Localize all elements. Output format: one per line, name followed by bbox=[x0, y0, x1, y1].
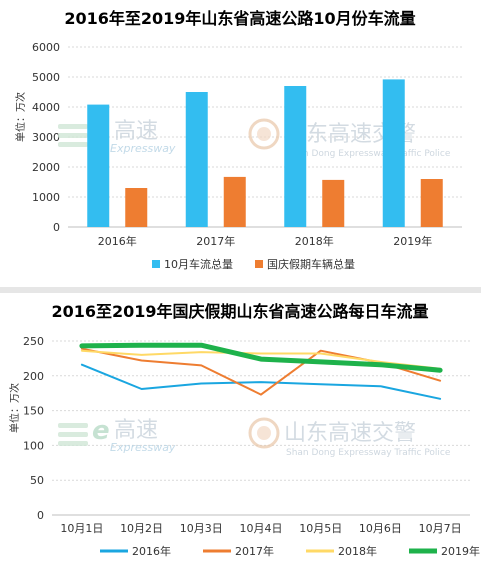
watermark-right-en: Shan Dong Expressway Traffic Police bbox=[286, 149, 451, 159]
chart-title: 2016至2019年国庆假期山东省高速公路每日车流量 bbox=[51, 302, 428, 321]
watermark-stripe-icon bbox=[58, 124, 88, 129]
bar-holiday-total bbox=[322, 179, 345, 227]
y-tick-label: 0 bbox=[37, 509, 44, 522]
watermark-left-en: Expressway bbox=[110, 441, 176, 454]
legend-label: 国庆假期车辆总量 bbox=[267, 257, 355, 271]
y-axis-unit-label: 单位：万次 bbox=[14, 92, 27, 142]
x-tick-label: 10月3日 bbox=[180, 522, 223, 535]
legend-label: 10月车流总量 bbox=[164, 257, 233, 271]
series-line-2019年 bbox=[79, 342, 443, 373]
y-tick-label: 4000 bbox=[32, 101, 60, 114]
legend: 10月车流总量 国庆假期车辆总量 bbox=[152, 257, 355, 271]
bar-chart-panel: 2016年至2019年山东省高速公路10月份车流量单位：万次 0 1000 2000 3… bbox=[0, 0, 481, 287]
watermark-e-icon: e bbox=[92, 416, 110, 446]
legend: 2016年 2017年 2018年 2019年 bbox=[100, 544, 480, 558]
y-tick-label: 50 bbox=[30, 474, 44, 487]
y-tick-label: 150 bbox=[23, 405, 44, 418]
series-line-2018年 bbox=[80, 349, 442, 370]
watermark-right-cn: 山东高速交警 bbox=[284, 421, 416, 446]
police-emblem-icon bbox=[248, 118, 280, 150]
y-tick-label: 5000 bbox=[32, 71, 60, 84]
legend-swatch bbox=[152, 260, 160, 268]
watermark-left-en: Expressway bbox=[110, 142, 176, 155]
bar-holiday-total bbox=[125, 188, 148, 227]
y-axis-unit-label: 单位：万次 bbox=[8, 383, 21, 433]
x-tick-label: 2017年 bbox=[196, 234, 235, 248]
bar-holiday-total bbox=[420, 179, 443, 227]
y-tick-label: 100 bbox=[23, 439, 44, 452]
bar-october-total bbox=[185, 92, 208, 227]
legend-swatch bbox=[255, 260, 263, 268]
watermark-left-cn: 高速 bbox=[114, 119, 158, 144]
legend-label: 2017年 bbox=[235, 544, 274, 558]
y-tick-label: 200 bbox=[23, 370, 44, 383]
series-line-2016年 bbox=[80, 363, 442, 400]
chart-title: 2016年至2019年山东省高速公路10月份车流量 bbox=[64, 9, 415, 28]
panel-divider bbox=[0, 287, 481, 293]
watermark-police-logo: 山东高速交警 Shan Dong Expressway Traffic Polic… bbox=[248, 417, 451, 458]
police-emblem-center-icon bbox=[257, 127, 271, 141]
x-tick-label: 10月7日 bbox=[419, 522, 462, 535]
legend-label: 2016年 bbox=[132, 544, 171, 558]
police-emblem-center-icon bbox=[257, 426, 271, 440]
x-tick-label: 2018年 bbox=[295, 234, 334, 248]
line-chart-panel: 2016至2019年国庆假期山东省高速公路每日车流量单位：万次 0 50 100 150… bbox=[0, 293, 481, 576]
y-tick-label: 3000 bbox=[32, 131, 60, 144]
x-tick-label: 10月2日 bbox=[120, 522, 163, 535]
bar-october-total bbox=[382, 79, 405, 228]
y-tick-label: 250 bbox=[23, 335, 44, 348]
legend-label: 2018年 bbox=[338, 544, 377, 558]
x-tick-label: 10月4日 bbox=[240, 522, 283, 535]
x-tick-label: 2016年 bbox=[98, 234, 137, 248]
watermark-stripe-icon bbox=[58, 133, 88, 138]
watermark-stripe-icon bbox=[58, 432, 88, 437]
watermark-stripe-icon bbox=[58, 142, 88, 147]
watermark-right-en: Shan Dong Expressway Traffic Police bbox=[286, 448, 451, 458]
x-tick-label: 10月6日 bbox=[359, 522, 402, 535]
x-tick-label: 10月1日 bbox=[60, 522, 103, 535]
watermark-stripe-icon bbox=[58, 423, 88, 428]
y-tick-label: 2000 bbox=[32, 161, 60, 174]
police-emblem-icon bbox=[248, 417, 280, 449]
y-tick-label: 6000 bbox=[32, 41, 60, 54]
bar-holiday-total bbox=[223, 176, 246, 227]
legend-label: 2019年 bbox=[441, 544, 480, 558]
watermark-left-cn: 高速 bbox=[114, 418, 158, 443]
watermark-stripe-icon bbox=[58, 441, 88, 446]
y-tick-label: 1000 bbox=[32, 191, 60, 204]
bar-october-total bbox=[284, 86, 307, 227]
x-tick-label: 2019年 bbox=[393, 234, 432, 248]
x-tick-label: 10月5日 bbox=[299, 522, 342, 535]
y-tick-label: 0 bbox=[53, 221, 60, 234]
bar-october-total bbox=[87, 104, 110, 227]
